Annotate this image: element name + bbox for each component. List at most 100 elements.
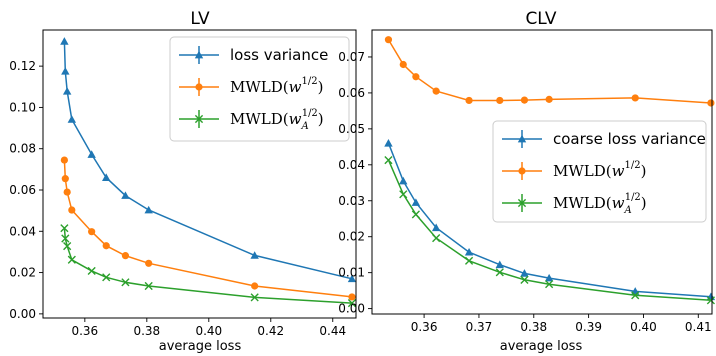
lv-data-point	[121, 191, 130, 199]
lv-panel: LV average loss 0.36 0.38 0.40 0.42 0.44 0.00…	[9, 9, 357, 354]
lv-series-circle	[60, 156, 356, 301]
lv-legend: loss variance MWLD(w1/2) MWLD(wA1/2)	[169, 36, 350, 142]
clv-data-point	[631, 291, 640, 300]
clv-xtick-label: 0.38	[520, 320, 547, 334]
lv-ytick-label: 0.06	[9, 183, 36, 197]
lv-data-point	[348, 293, 356, 301]
lv-legend-label: loss variance	[230, 46, 328, 64]
lv-xtick-label: 0.38	[133, 324, 160, 338]
clv-ytick-label: 0.02	[338, 230, 365, 244]
clv-ytick-label: 0.03	[338, 194, 365, 208]
clv-data-point	[384, 36, 393, 44]
lv-data-point	[62, 87, 72, 95]
clv-data-point	[464, 247, 474, 256]
lv-data-point	[144, 281, 153, 291]
clv-data-point	[520, 96, 529, 104]
lv-ytick-label: 0.00	[9, 307, 36, 321]
clv-data-point	[545, 95, 553, 103]
lv-data-point	[60, 156, 68, 164]
clv-axes-frame	[371, 29, 713, 315]
lv-data-point	[63, 242, 72, 251]
clv-data-point	[399, 190, 408, 199]
clv-series-x	[384, 156, 715, 305]
lv-xlabel: average loss	[159, 339, 242, 354]
lv-data-point	[121, 252, 130, 260]
lv-data-point	[68, 206, 76, 214]
clv-data-point	[495, 260, 504, 269]
lv-data-point	[250, 251, 259, 259]
clv-legend-label: coarse loss variance	[553, 130, 706, 148]
clv-ytick-label: 0.00	[338, 302, 365, 316]
lv-title: LV	[190, 9, 210, 29]
lv-data-point	[145, 259, 153, 267]
clv-data-point	[432, 87, 440, 95]
clv-panel: CLV average loss 0.36 0.37 0.38 0.39 0.40 0.4…	[338, 9, 716, 354]
clv-data-point	[544, 273, 554, 282]
clv-data-point	[465, 96, 473, 105]
lv-ytick-label: 0.02	[9, 266, 36, 280]
lv-data-point	[144, 205, 153, 214]
lv-xtick-label: 0.44	[319, 324, 346, 338]
clv-legend-marker	[517, 198, 527, 208]
clv-data-point	[545, 280, 554, 289]
clv-data-point	[411, 198, 421, 206]
clv-legend: coarse loss variance MWLD(w1/2) MWLD(wA1/2…	[492, 120, 707, 223]
lv-legend-marker	[195, 83, 203, 91]
lv-data-point	[88, 228, 96, 236]
lv-legend-box	[169, 36, 350, 142]
lv-data-point	[61, 67, 70, 75]
lv-data-point	[61, 234, 70, 243]
lv-data-point	[67, 255, 76, 264]
clv-ytick-label: 0.01	[338, 266, 365, 280]
clv-series-line	[387, 159, 711, 302]
lv-data-point	[60, 224, 69, 233]
lv-data-point	[102, 173, 111, 181]
lv-axes-frame	[42, 29, 357, 319]
lv-legend-label: MWLD(wA1/2)	[230, 108, 324, 132]
lv-data-point	[347, 274, 357, 283]
lv-series-x	[60, 224, 357, 308]
lv-data-point	[102, 273, 111, 282]
clv-data-point	[520, 269, 529, 277]
lv-data-point	[347, 299, 357, 308]
lv-data-point	[60, 37, 69, 45]
clv-xtick-label: 0.40	[630, 320, 657, 334]
clv-data-point	[399, 60, 407, 69]
lv-data-point	[87, 266, 96, 276]
lv-data-point	[121, 278, 130, 287]
clv-series-line	[387, 142, 711, 298]
clv-xtick-label: 0.36	[411, 320, 438, 334]
lv-series-triangle	[60, 37, 357, 283]
lv-legend-marker	[194, 50, 204, 59]
lv-data-point	[61, 175, 69, 183]
lv-data-point	[63, 188, 71, 196]
clv-data-point	[496, 96, 504, 105]
clv-ytick-label: 0.05	[338, 122, 365, 136]
clv-data-point	[431, 223, 441, 232]
lv-data-point	[250, 293, 259, 302]
clv-data-point	[384, 139, 393, 147]
lv-series-line	[63, 228, 353, 304]
clv-xtick-label: 0.41	[685, 320, 712, 334]
clv-series-circle	[384, 36, 715, 107]
lv-ytick-label: 0.08	[9, 142, 36, 156]
clv-data-point	[412, 73, 420, 81]
clv-ytick-label: 0.07	[338, 50, 365, 64]
lv-xtick-label: 0.42	[257, 324, 284, 338]
lv-legend-marker	[194, 114, 204, 124]
clv-ytick-label: 0.06	[338, 86, 365, 100]
clv-legend-box	[492, 120, 707, 223]
lv-ytick-label: 0.12	[9, 59, 36, 73]
clv-legend-marker	[517, 134, 527, 143]
clv-data-point	[495, 268, 504, 277]
clv-data-point	[399, 176, 408, 185]
lv-xtick-label: 0.36	[71, 324, 98, 338]
lv-ytick-label: 0.04	[9, 224, 36, 238]
lv-ytick-label: 0.10	[9, 100, 36, 114]
clv-data-point	[411, 210, 420, 219]
clv-data-point	[520, 275, 529, 284]
clv-data-point	[631, 94, 639, 102]
clv-legend-marker	[518, 167, 526, 175]
clv-legend-label: MWLD(w1/2)	[553, 160, 646, 180]
